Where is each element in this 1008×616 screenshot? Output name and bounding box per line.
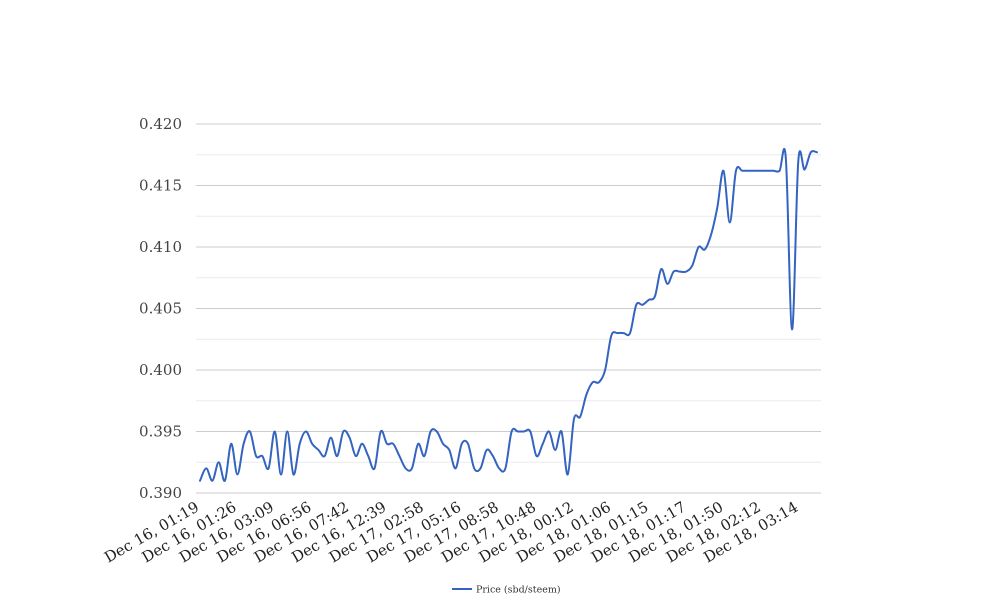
y-tick-label: 0.415 [139, 177, 182, 195]
y-tick-label: 0.390 [139, 484, 182, 502]
y-tick-label: 0.410 [139, 238, 182, 256]
y-axis: 0.390 0.395 0.400 0.405 0.410 0.415 0.420 [139, 115, 182, 502]
series-line-price [199, 148, 818, 482]
y-tick-label: 0.420 [139, 115, 182, 133]
y-tick-label: 0.405 [139, 300, 182, 318]
series-layer [199, 148, 818, 482]
legend: Price (sbd/steem) [452, 585, 561, 596]
y-tick-label: 0.395 [139, 423, 182, 441]
y-tick-label: 0.400 [139, 361, 182, 379]
legend-label: Price (sbd/steem) [476, 585, 561, 596]
grid-layer [196, 123, 821, 494]
